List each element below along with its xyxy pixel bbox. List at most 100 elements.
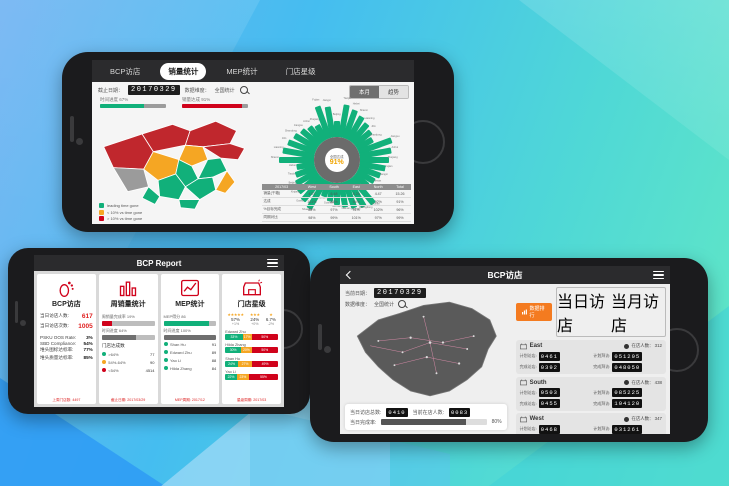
metric-value: 85% <box>83 354 93 360</box>
region-row-east[interactable]: East 在店人数： 312 计划访店: 0461 计划拜访: 051205 完成访店: 03… <box>515 340 666 374</box>
table-header-cell: East <box>345 184 368 190</box>
visit-footer-summary: 当日访店总数: 0410 当前在店人数: 0083 当日完成率: 80% <box>345 403 507 430</box>
sunburst-tick-label: Jilin <box>281 136 287 140</box>
segment-today-visits[interactable]: 当日访店 <box>557 294 606 335</box>
report-phone: BCP Report BCP访店 当日访店人数: 617 当日访店次数: 1005 PSK… <box>8 248 310 414</box>
field-label: 计划拜访: <box>593 353 611 358</box>
status-dot <box>101 368 106 372</box>
sunburst-tick-label: Jiangxi <box>322 98 331 102</box>
list-item: Yao Li 88 <box>163 358 216 363</box>
visit-body: 当前日期： 20170329 数据维度： 全国统计 <box>340 284 670 434</box>
report-card-4[interactable]: 门店星级 ★★★★★ 57% +1% ★★★ 24% +0% ★ 6.7% -2% Edward Z… <box>222 274 281 404</box>
status-dot <box>163 350 168 354</box>
search-icon[interactable] <box>398 300 407 308</box>
tab-store-rating[interactable]: 门店星级 <box>285 66 316 76</box>
table-cell: 102% <box>367 205 390 214</box>
dimension-value[interactable]: 全国统计 <box>374 301 395 308</box>
bar-segment: 24% <box>225 360 238 367</box>
region-people: 在店人数： 347 <box>624 416 662 422</box>
progress-time-label: 时间进度 67% <box>100 97 129 102</box>
person-bar: 22% 23% 55% <box>225 374 278 380</box>
list-item-value: 89 <box>211 349 217 355</box>
visit-phone: BCP访店 当前日期： 20170329 数据维度： 全国统计 <box>310 258 708 442</box>
map-svg <box>356 301 497 397</box>
region-row-south[interactable]: South 在店人数： 438 计划访店: 0503 计划拜访: 085225 完成访店: 0… <box>515 376 666 411</box>
report-card-2[interactable]: 周销量统计 周销量完成率 19% 时间进度 64% 门店达成数 >64% 77 54%-64… <box>98 274 158 404</box>
date-value[interactable]: 20170329 <box>128 85 180 95</box>
china-choropleth-map[interactable]: leading time gone < 10% vs time gone > 1… <box>92 82 259 224</box>
sunburst-tick-label: Tianjin <box>343 96 351 100</box>
progress-time-fill <box>100 104 145 108</box>
region-fields: 计划访店: 0461 计划拜访: 051205 完成访店: 0392 完成拜访: 048050 <box>520 351 662 372</box>
region-name: East <box>529 343 543 349</box>
bar-segment: 33% <box>225 333 243 340</box>
table-cell: 97% <box>322 205 346 214</box>
stat-label: 当日访店次数: <box>40 322 69 328</box>
sunburst-tick-label: Anhui <box>391 145 399 149</box>
hamburger-icon[interactable] <box>653 269 664 281</box>
segment-month-visits[interactable]: 当月访店 <box>611 294 660 335</box>
table-cell: 101% <box>345 213 368 222</box>
bar-segment: 27% <box>237 360 253 367</box>
sunburst-tick-label: Zhejiang <box>387 156 398 159</box>
china-density-map[interactable] <box>346 290 508 408</box>
legend-swatch-green <box>99 203 104 208</box>
segment-trend[interactable]: 趋势 <box>378 86 408 98</box>
bar-fill <box>101 321 112 326</box>
table-cell: 94% <box>345 197 368 206</box>
star-pct: 6.7% <box>265 317 276 322</box>
dimension-value[interactable]: 全国统计 <box>214 87 235 94</box>
card-metrics: PSKU OOS Rate: 3% SBD Compliance: 54% 堆头图标达标… <box>40 334 93 362</box>
map-legend: leading time gone < 10% vs time gone > 1… <box>99 202 142 221</box>
progress-sales-fill <box>182 104 243 108</box>
bar-segment: 50% <box>251 347 278 353</box>
bar-track <box>101 335 155 340</box>
status-dot <box>101 360 106 364</box>
chevron-left-icon[interactable] <box>345 270 355 280</box>
region-field: 计划访店: 0468 <box>520 424 589 434</box>
bar-track <box>163 321 217 326</box>
bar-label: 时间进度 100% <box>163 328 191 333</box>
star-delta: +1% <box>231 322 240 326</box>
report-card-1[interactable]: BCP访店 当日访店人数: 617 当日访店次数: 1005 PSKU OOS Rate:… <box>37 274 96 404</box>
region-header: West 在店人数： 347 <box>519 416 662 423</box>
list-item-label: 54%-64% <box>108 359 126 365</box>
person-name: Yao Li <box>225 370 236 374</box>
sunburst-center-title: 全国达成 <box>329 155 344 159</box>
table-header-cell: North <box>367 184 390 190</box>
table-cell: 同期对比 <box>262 213 301 222</box>
report-card-3[interactable]: MEP统计 MEP得分 86 时间进度 100% Shan Hu 91 Edward Zh… <box>160 274 220 404</box>
region-header: South 在店人数： 438 <box>519 379 662 386</box>
card-icon <box>164 277 217 299</box>
hamburger-icon[interactable] <box>267 257 278 269</box>
bar-segment: 50% <box>251 333 278 340</box>
search-icon[interactable] <box>239 86 248 94</box>
tab-sales-stats[interactable]: 销量统计 <box>160 62 207 80</box>
table-cell: 99% <box>389 213 411 222</box>
card-title: BCP访店 <box>51 301 81 308</box>
front-camera-icon <box>20 320 26 326</box>
sunburst-tick-label: Shandong <box>369 133 382 137</box>
table-cell: 92% <box>367 197 390 206</box>
date-value[interactable]: 20170329 <box>374 288 426 298</box>
card-footer: 星级周期: 2017/03 <box>236 398 267 402</box>
legend-label: leading time gone <box>107 203 139 208</box>
table-cell: 达成 <box>262 197 301 206</box>
ranking-button[interactable]: 数据排行 <box>515 303 553 321</box>
segment-this-month[interactable]: 本月 <box>349 86 379 98</box>
date-label: 截止日期： <box>98 87 124 94</box>
map-svg <box>103 120 246 210</box>
tab-mep-stats[interactable]: MEP统计 <box>226 66 258 76</box>
list-item: 54%-64% 90 <box>101 359 155 365</box>
person-name: Edward Zhu <box>225 329 246 334</box>
visit-title-bar: BCP访店 <box>340 266 670 284</box>
tab-bcp-visit[interactable]: BCP访店 <box>110 66 141 76</box>
table-cell: 99% <box>322 213 346 222</box>
region-field: 完成拜访: 048050 <box>593 362 662 372</box>
table-cell: 96% <box>389 205 411 214</box>
metric-value: 3% <box>86 334 93 340</box>
landscape-phone: BCP访店 销量统计 MEP统计 门店星级 截止日期： 20170329 数据维… <box>62 52 454 232</box>
sunburst-tick-label: Jiangsu <box>293 123 303 127</box>
card-icon <box>40 277 93 299</box>
